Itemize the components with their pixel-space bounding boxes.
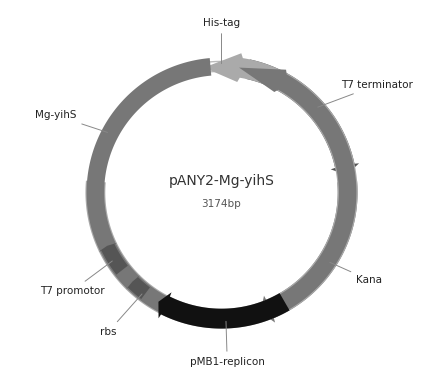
Polygon shape — [126, 275, 150, 299]
Polygon shape — [159, 292, 290, 328]
Polygon shape — [99, 243, 128, 275]
Text: T7 promotor: T7 promotor — [40, 261, 113, 296]
Text: T7 terminator: T7 terminator — [318, 80, 413, 107]
Text: Mg-yihS: Mg-yihS — [35, 110, 108, 132]
Text: rbs: rbs — [100, 294, 142, 336]
Polygon shape — [260, 181, 358, 323]
Polygon shape — [85, 53, 358, 328]
Text: 3174bp: 3174bp — [202, 199, 241, 209]
Text: pMB1-replicon: pMB1-replicon — [190, 321, 264, 367]
Text: pANY2-Mg-yihS: pANY2-Mg-yihS — [169, 174, 274, 188]
Text: His-tag: His-tag — [203, 18, 240, 64]
Polygon shape — [246, 59, 359, 175]
Text: Kana: Kana — [330, 262, 382, 285]
Polygon shape — [86, 58, 357, 327]
